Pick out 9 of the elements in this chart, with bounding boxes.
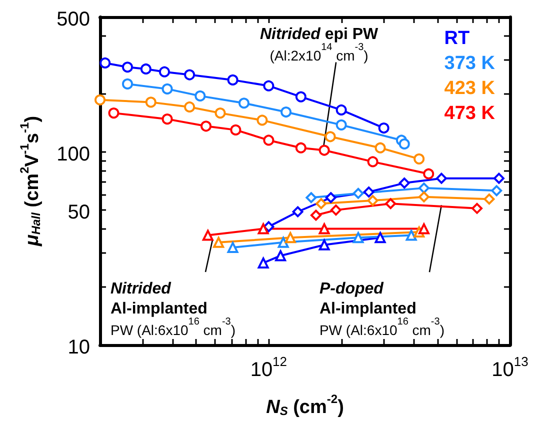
text: 373 K xyxy=(444,53,496,74)
y-tick-label: 500 xyxy=(56,8,90,30)
text: RT xyxy=(444,28,470,49)
y-tick-label: 100 xyxy=(56,143,90,166)
y-tick-label: 10 xyxy=(68,336,90,358)
text: 423 K xyxy=(444,78,496,99)
y-tick-label: 50 xyxy=(68,202,90,224)
text: μHall (cm2V-1s-1) xyxy=(17,116,43,246)
text: 473 K xyxy=(444,103,496,124)
